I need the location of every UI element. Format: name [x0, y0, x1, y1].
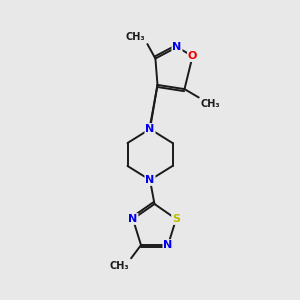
Text: CH₃: CH₃: [110, 261, 130, 271]
Text: S: S: [172, 214, 180, 224]
Text: N: N: [164, 240, 172, 250]
Text: N: N: [128, 214, 137, 224]
Text: N: N: [146, 124, 154, 134]
Text: O: O: [188, 51, 197, 61]
Text: CH₃: CH₃: [200, 99, 220, 109]
Text: N: N: [146, 175, 154, 185]
Text: CH₃: CH₃: [125, 32, 145, 42]
Text: N: N: [172, 42, 182, 52]
